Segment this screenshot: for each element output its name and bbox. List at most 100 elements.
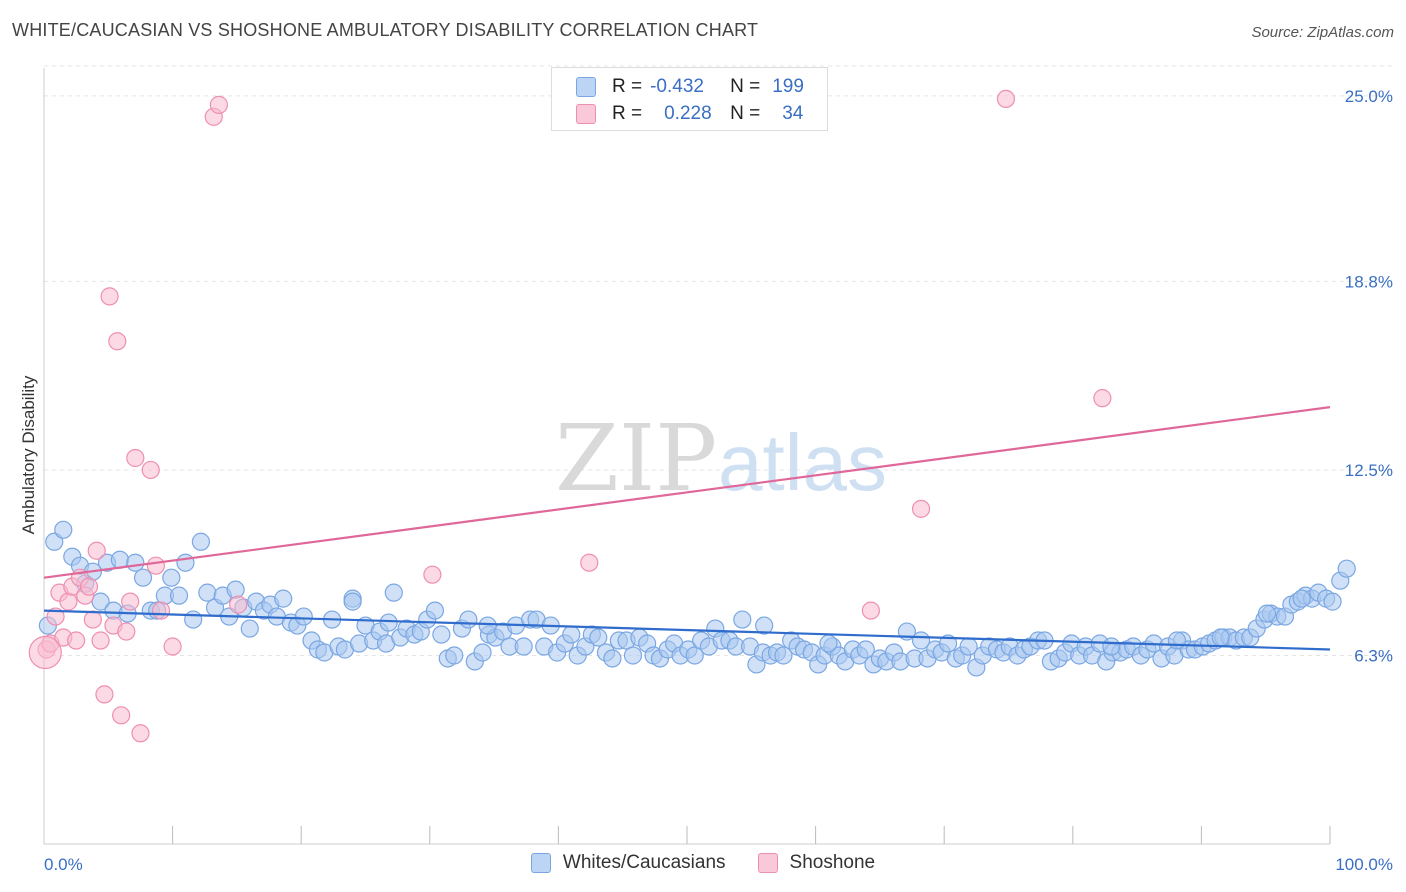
point-shoshone [146, 556, 165, 575]
point-whites [819, 634, 838, 653]
point-shoshone [126, 448, 145, 468]
legend-item-whites: Whites/Caucasians [530, 852, 726, 874]
point-whites [432, 625, 451, 644]
y-axis-label: Ambulatory Disability [19, 375, 38, 534]
trend-line-shoshone [43, 406, 1331, 579]
point-whites [162, 568, 181, 587]
point-whites [1323, 592, 1342, 611]
point-whites [733, 610, 752, 629]
point-whites [91, 592, 110, 611]
legend-n-value: 34 [782, 103, 804, 124]
point-whites [126, 553, 145, 572]
point-whites [1167, 631, 1187, 650]
point-shoshone [108, 332, 127, 351]
point-shoshone [1093, 389, 1112, 408]
source-label: Source: ZipAtlas.com [1251, 24, 1394, 41]
point-whites [133, 568, 153, 587]
point-whites [774, 646, 793, 665]
point-shoshone [423, 565, 442, 584]
point-shoshone [112, 706, 131, 725]
point-shoshone [95, 685, 114, 704]
point-whites [169, 586, 189, 605]
legend-swatch-shoshone [576, 104, 596, 124]
point-shoshone [209, 95, 228, 114]
point-whites [176, 553, 195, 572]
point-whites [445, 646, 464, 665]
trend-line-whites [43, 609, 1331, 651]
legend-swatch-whites [530, 853, 551, 873]
series-legend: Whites/Caucasians Shoshone [0, 852, 1406, 874]
point-shoshone [91, 631, 110, 650]
legend-r-label: R = [612, 76, 643, 97]
point-shoshone [861, 601, 880, 620]
point-whites [184, 610, 203, 629]
x-tick-label-max: 100.0% [1335, 855, 1393, 874]
point-shoshone [229, 595, 248, 614]
legend-n-value: 199 [772, 76, 804, 97]
point-whites [1257, 604, 1277, 623]
point-whites [685, 646, 704, 665]
points-whites [38, 520, 1356, 677]
legend-swatch-whites [576, 77, 596, 97]
legend-n-label: N = [730, 76, 761, 97]
legend-r-label: R = [612, 103, 643, 124]
point-whites [459, 610, 478, 629]
point-whites [856, 640, 875, 659]
legend-swatch-shoshone [757, 853, 778, 873]
point-shoshone [911, 499, 931, 518]
point-whites [514, 637, 533, 656]
legend-row-whites: R = -0.432 N = 199 [576, 74, 804, 100]
point-shoshone [131, 724, 150, 743]
point-whites [198, 583, 217, 602]
tick-labels: 6.3% 12.5% 18.8% 25.0% 0.0% 100.0% [44, 87, 1393, 874]
point-whites [1292, 589, 1311, 608]
point-whites [478, 616, 497, 635]
point-whites [473, 643, 492, 662]
point-shoshone [28, 635, 62, 670]
point-shoshone [67, 631, 86, 650]
point-whites [1102, 637, 1121, 656]
point-shoshone [151, 601, 171, 620]
point-shoshone [996, 89, 1016, 109]
legend-label-whites: Whites/Caucasians [562, 852, 726, 873]
legend-r-value: 0.228 [664, 103, 712, 124]
y-tick-label: 18.8% [1345, 272, 1393, 291]
point-shoshone [580, 553, 599, 572]
point-shoshone [59, 592, 78, 611]
point-whites [294, 607, 313, 626]
point-whites [343, 592, 362, 611]
point-whites [110, 550, 129, 569]
watermark-atlas: atlas [718, 418, 887, 507]
point-whites [562, 625, 581, 644]
point-whites [240, 619, 259, 638]
grid-lines [44, 65, 1395, 656]
point-whites [938, 634, 958, 653]
point-shoshone [46, 607, 65, 626]
point-whites [274, 589, 293, 608]
point-shoshone [83, 610, 102, 629]
y-tick-label: 25.0% [1345, 87, 1393, 106]
point-whites [54, 520, 73, 539]
watermark: ZIP atlas [555, 405, 887, 512]
point-whites [589, 628, 608, 647]
point-shoshone [87, 541, 106, 560]
point-shoshone [117, 622, 136, 641]
point-whites [603, 649, 622, 668]
point-shoshone [121, 592, 140, 611]
point-whites [1211, 628, 1230, 647]
point-shoshone [141, 460, 160, 480]
x-tick-label-min: 0.0% [44, 855, 83, 874]
point-shoshone [100, 287, 119, 306]
points-shoshone [28, 89, 1112, 743]
stats-legend: R = -0.432 N = 199 R = 0.228 N = 34 [551, 67, 828, 131]
point-whites [755, 616, 774, 635]
point-whites [384, 583, 403, 602]
point-whites [379, 613, 398, 632]
point-whites [226, 580, 245, 599]
legend-label-shoshone: Shoshone [789, 852, 876, 873]
trend-lines [43, 406, 1331, 651]
point-whites [623, 646, 643, 665]
legend-r-value: -0.432 [650, 76, 704, 97]
point-whites [1337, 559, 1356, 578]
